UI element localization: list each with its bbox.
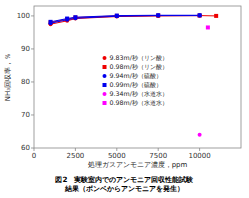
- y-tick-label: 100: [17, 12, 30, 20]
- legend-marker: [103, 83, 107, 87]
- data-point: [198, 14, 202, 18]
- legend-label: 9.94m/秒（硫酸）: [110, 72, 162, 80]
- x-tick-label: 2500: [66, 152, 84, 160]
- data-point: [73, 16, 77, 20]
- data-point: [49, 21, 53, 25]
- data-point: [214, 14, 218, 18]
- legend-marker: [103, 92, 107, 96]
- legend-label: 0.98m/秒（リン酸）: [110, 63, 168, 71]
- x-tick: [34, 148, 35, 151]
- x-tick-label: 7500: [149, 152, 167, 160]
- data-point: [156, 13, 160, 17]
- x-tick-label: 5000: [108, 152, 126, 160]
- data-point: [156, 14, 160, 18]
- data-point: [206, 25, 210, 29]
- legend-marker: [103, 65, 107, 69]
- data-point: [73, 16, 77, 20]
- legend-marker: [103, 101, 107, 105]
- legend-label: 0.99m/秒（硫酸）: [110, 81, 162, 89]
- data-point: [65, 17, 69, 21]
- x-tick: [75, 148, 76, 151]
- data-point: [115, 15, 119, 19]
- series-line: [51, 15, 200, 22]
- data-point: [65, 17, 69, 21]
- data-point: [49, 20, 53, 24]
- x-tick: [158, 148, 159, 151]
- legend-marker: [103, 74, 107, 78]
- data-point: [156, 14, 160, 18]
- x-tick: [199, 148, 200, 151]
- data-point: [198, 14, 202, 18]
- legend: 9.83m/秒（リン酸）0.98m/秒（リン酸）9.94m/秒（硫酸）0.99m…: [103, 54, 168, 107]
- data-point: [198, 133, 202, 137]
- data-point: [115, 14, 119, 18]
- x-tick: [116, 148, 117, 151]
- data-point: [115, 14, 119, 18]
- caption: 結果（ボンベからアンモニアを発生）: [64, 184, 184, 193]
- data-point: [198, 13, 202, 17]
- x-tick-label: 10000: [188, 152, 210, 160]
- plot-frame: [34, 6, 241, 148]
- legend-label: 0.98m/秒（水道水）: [110, 99, 168, 107]
- y-tick: [31, 15, 34, 16]
- legend-label: 9.83m/秒（リン酸）: [110, 54, 168, 62]
- series-line: [51, 16, 200, 24]
- data-point: [198, 14, 202, 18]
- legend-marker: [103, 56, 107, 60]
- chart: 0 2500 5000 7500 10000 60 70 80 90 100 処理ガスアンモニア濃度…: [0, 0, 249, 198]
- y-tick: [31, 148, 34, 149]
- caption: 図2 実験室内でのアンモニア回収性能試験: [55, 175, 194, 184]
- series-line: [51, 16, 217, 23]
- x-tick-label: 0: [32, 152, 36, 160]
- data-point: [73, 15, 77, 19]
- x-axis-label: 処理ガスアンモニア濃度，ppm: [88, 161, 188, 169]
- y-tick-label: 80: [21, 78, 30, 86]
- y-tick-label: 70: [21, 111, 30, 119]
- y-tick-label: 60: [21, 144, 30, 152]
- series-line: [51, 16, 200, 25]
- plot-area: [49, 13, 219, 137]
- y-tick: [31, 81, 34, 82]
- y-tick: [31, 114, 34, 115]
- data-point: [156, 14, 160, 18]
- legend-label: 9.34m/秒（水道水）: [110, 90, 168, 98]
- y-axis-label: NH₃回収率，％: [4, 53, 12, 101]
- y-tick: [31, 48, 34, 49]
- data-point: [115, 14, 119, 18]
- y-tick-label: 90: [21, 45, 30, 53]
